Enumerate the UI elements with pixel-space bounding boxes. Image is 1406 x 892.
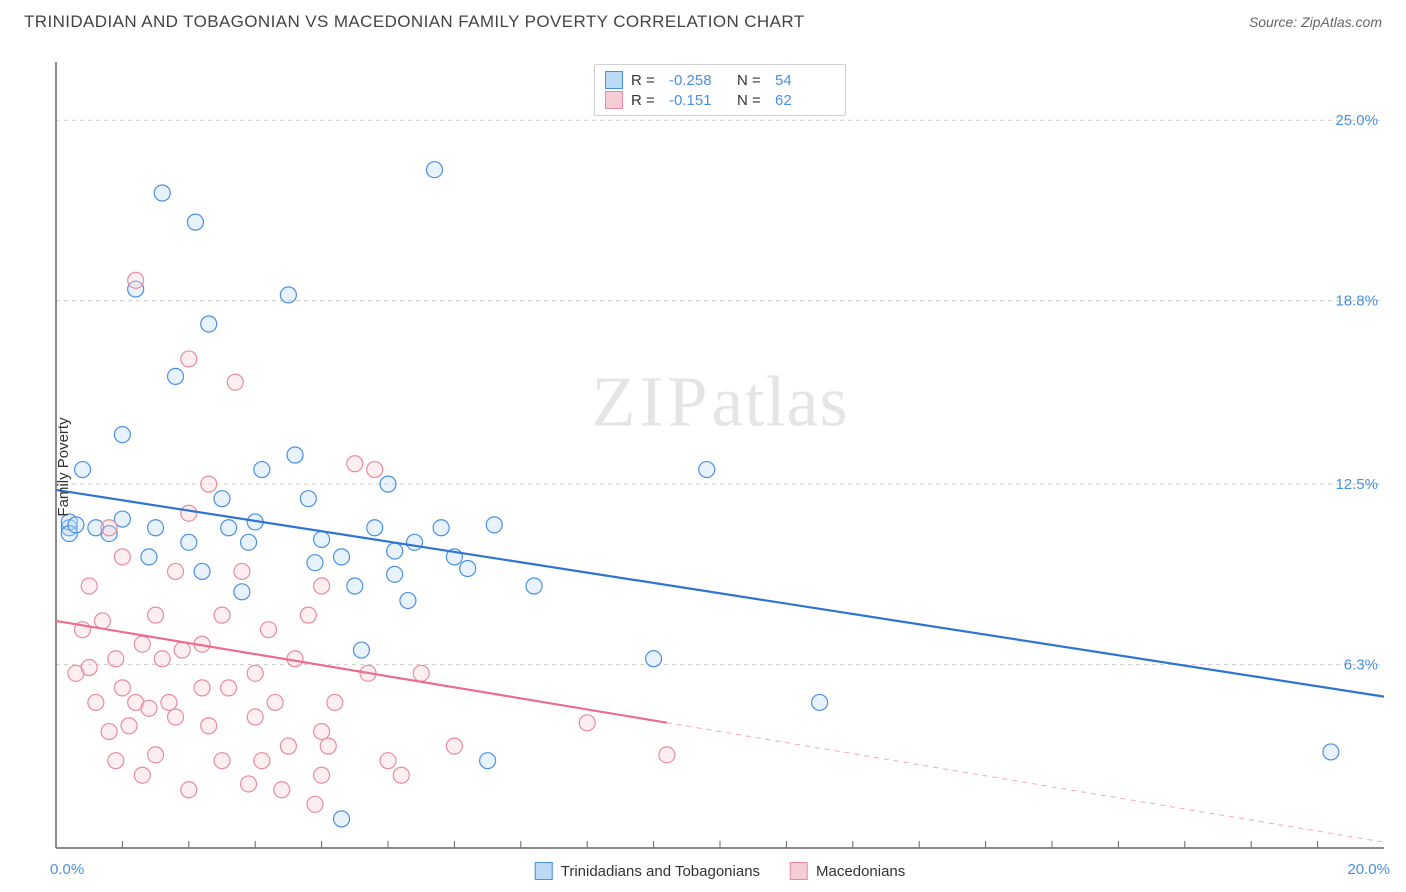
swatch-trinidadians-icon [605, 71, 623, 89]
swatch-macedonians-icon [605, 91, 623, 109]
correlation-legend: R = -0.258 N = 54 R = -0.151 N = 62 [594, 64, 846, 116]
x-max-label: 20.0% [1347, 861, 1390, 878]
scatter-chart: 6.3% 12.5% 18.8% 25.0% [50, 58, 1390, 876]
r-value-macedonians: -0.151 [669, 92, 729, 109]
source-credit: Source: ZipAtlas.com [1249, 14, 1382, 30]
n-value-macedonians: 62 [775, 92, 835, 109]
swatch-trinidadians-icon [535, 862, 553, 880]
legend-item-macedonians: Macedonians [790, 862, 905, 880]
n-value-trinidadians: 54 [775, 72, 835, 89]
svg-text:6.3%: 6.3% [1344, 657, 1378, 674]
legend-item-trinidadians: Trinidadians and Tobagonians [535, 862, 760, 880]
series-legend: Trinidadians and Tobagonians Macedonians [535, 862, 906, 880]
legend-label-trinidadians: Trinidadians and Tobagonians [561, 863, 760, 880]
n-label: N = [737, 92, 767, 109]
chart-title: TRINIDADIAN AND TOBAGONIAN VS MACEDONIAN… [24, 12, 805, 32]
svg-text:25.0%: 25.0% [1335, 112, 1378, 129]
legend-row-trinidadians: R = -0.258 N = 54 [605, 71, 835, 89]
legend-label-macedonians: Macedonians [816, 863, 905, 880]
n-label: N = [737, 72, 767, 89]
swatch-macedonians-icon [790, 862, 808, 880]
r-label: R = [631, 92, 661, 109]
r-label: R = [631, 72, 661, 89]
r-value-trinidadians: -0.258 [669, 72, 729, 89]
svg-text:18.8%: 18.8% [1335, 293, 1378, 310]
chart-area: Family Poverty 6.3% 12.5% 18.8% 25.0% R = -… [50, 58, 1390, 876]
y-axis-label: Family Poverty [55, 417, 72, 516]
x-min-label: 0.0% [50, 861, 84, 878]
chart-header: TRINIDADIAN AND TOBAGONIAN VS MACEDONIAN… [0, 0, 1406, 40]
legend-row-macedonians: R = -0.151 N = 62 [605, 91, 835, 109]
svg-text:12.5%: 12.5% [1335, 476, 1378, 493]
